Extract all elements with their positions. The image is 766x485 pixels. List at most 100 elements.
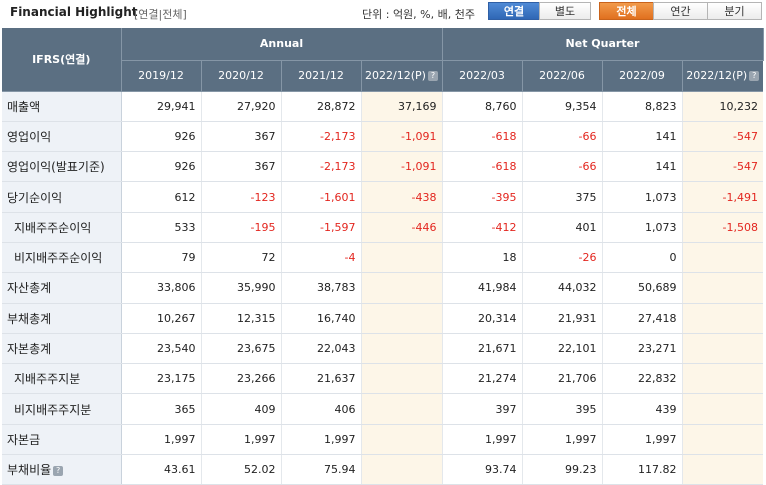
table-cell	[682, 303, 763, 334]
column-header: 2020/12	[201, 60, 282, 92]
period-toggle: 전체 연간 분기	[599, 2, 762, 20]
table-cell: 401	[522, 212, 603, 243]
table-cell: 1,997	[602, 424, 683, 456]
table-cell: -1,491	[682, 181, 763, 213]
table-cell	[361, 424, 443, 456]
table-cell: 8,823	[602, 91, 683, 122]
table-cell: 16,740	[281, 303, 362, 334]
table-cell: 1,997	[522, 424, 603, 456]
table-cell: 43.61	[121, 454, 202, 485]
table-cell: 397	[442, 393, 523, 425]
financial-table: IFRS(연결) Annual Net Quarter 2019/12 2020…	[2, 28, 764, 485]
table-cell: 117.82	[602, 454, 683, 485]
table-cell: 20,314	[442, 303, 523, 334]
table-cell: 367	[201, 151, 282, 183]
table-cell	[682, 333, 763, 365]
row-label: 지배주주지분	[2, 363, 122, 395]
table-cell: 533	[121, 212, 202, 243]
table-cell: -123	[201, 181, 282, 213]
table-cell: 99.23	[522, 454, 603, 485]
table-cell: 21,637	[281, 363, 362, 395]
table-cell: 23,175	[121, 363, 202, 395]
table-cell: 365	[121, 393, 202, 425]
table-cell: -547	[682, 151, 763, 183]
table-row: 당기순이익 612 -123 -1,601 -438 -395 375 1,073 -1,491	[2, 181, 763, 213]
basis-toggle: 연결 별도	[488, 2, 591, 20]
column-header: 2019/12	[121, 60, 202, 92]
table-cell	[361, 393, 443, 425]
all-periods-button[interactable]: 전체	[599, 2, 654, 20]
column-header: 2022/03	[442, 60, 523, 92]
table-cell: 12,315	[201, 303, 282, 334]
table-cell: 21,706	[522, 363, 603, 395]
row-label: 자본총계	[2, 333, 122, 365]
table-cell: 72	[201, 242, 282, 274]
table-cell: 21,931	[522, 303, 603, 334]
table-cell: 27,920	[201, 91, 282, 122]
table-row: 매출액 29,941 27,920 28,872 37,169 8,760 9,354 8,8…	[2, 91, 763, 122]
table-cell: 141	[602, 151, 683, 183]
column-header: 2022/12(P)?	[682, 60, 763, 92]
table-cell: 10,232	[682, 91, 763, 122]
table-cell: 23,675	[201, 333, 282, 365]
table-cell: -547	[682, 121, 763, 153]
table-row: 비지배주주지분 365 409 406 397 395 439	[2, 393, 763, 425]
table-cell	[361, 242, 443, 274]
table-cell: 439	[602, 393, 683, 425]
table-cell	[682, 424, 763, 456]
unit-label: 단위 : 억원, %, 배, 천주	[362, 8, 475, 21]
table-cell: 21,274	[442, 363, 523, 395]
separate-button[interactable]: 별도	[539, 2, 591, 20]
table-cell: 28,872	[281, 91, 362, 122]
table-cell: 1,997	[442, 424, 523, 456]
table-cell: -438	[361, 181, 443, 213]
table-cell	[682, 393, 763, 425]
table-cell: -412	[442, 212, 523, 243]
row-label: 비지배주주지분	[2, 393, 122, 425]
column-header: 2022/12(P)?	[361, 60, 443, 92]
table-row: 지배주주지분 23,175 23,266 21,637 21,274 21,706 22,8…	[2, 363, 763, 395]
annual-button[interactable]: 연간	[653, 2, 708, 20]
row-label: 영업이익(발표기준)	[2, 151, 122, 183]
table-cell: -2,173	[281, 121, 362, 153]
row-label: 부채비율?	[2, 454, 122, 485]
table-cell: -446	[361, 212, 443, 243]
table-cell: 44,032	[522, 272, 603, 304]
table-cell: -1,597	[281, 212, 362, 243]
quarterly-button[interactable]: 분기	[707, 2, 762, 20]
table-cell: 395	[522, 393, 603, 425]
table-cell: 50,689	[602, 272, 683, 304]
table-cell: 23,266	[201, 363, 282, 395]
table-cell: 23,271	[602, 333, 683, 365]
table-cell: -4	[281, 242, 362, 274]
row-label: 자산총계	[2, 272, 122, 304]
table-cell: 29,941	[121, 91, 202, 122]
table-cell: 93.74	[442, 454, 523, 485]
table-cell: 23,540	[121, 333, 202, 365]
consolidated-button[interactable]: 연결	[488, 2, 540, 20]
table-cell: 406	[281, 393, 362, 425]
table-cell: -26	[522, 242, 603, 274]
help-icon[interactable]: ?	[53, 465, 64, 476]
table-cell: 926	[121, 121, 202, 153]
table-cell	[682, 242, 763, 274]
table-cell: 1,997	[201, 424, 282, 456]
table-cell: -1,508	[682, 212, 763, 243]
table-cell: -66	[522, 151, 603, 183]
table-cell	[682, 272, 763, 304]
table-cell: 35,990	[201, 272, 282, 304]
table-cell: 0	[602, 242, 683, 274]
table-row: 자산총계 33,806 35,990 38,783 41,984 44,032 50,689	[2, 272, 763, 304]
help-icon[interactable]: ?	[427, 71, 438, 81]
table-cell: 37,169	[361, 91, 443, 122]
help-icon[interactable]: ?	[749, 71, 760, 81]
table-cell: 22,101	[522, 333, 603, 365]
table-cell: -1,601	[281, 181, 362, 213]
table-cell: 27,418	[602, 303, 683, 334]
table-row: 영업이익 926 367 -2,173 -1,091 -618 -66 141 -547	[2, 121, 763, 153]
table-cell: 1,997	[281, 424, 362, 456]
corner-header: IFRS(연결)	[2, 28, 122, 92]
column-header: 2022/06	[522, 60, 603, 92]
row-label: 매출액	[2, 91, 122, 122]
row-label: 부채총계	[2, 303, 122, 334]
